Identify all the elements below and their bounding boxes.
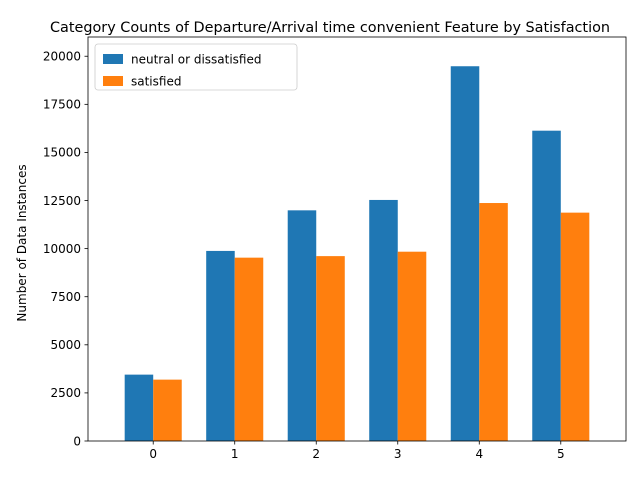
- plot-frame: [87, 36, 627, 442]
- bar-satisfied-3: [397, 251, 427, 441]
- bar-satisfied-4: [479, 203, 508, 441]
- y-tick-label: 5000: [50, 338, 81, 352]
- bar-neutral-or-dissatisfied-1: [206, 250, 235, 441]
- bar-neutral-or-dissatisfied-5: [532, 130, 561, 442]
- y-tick-label: 15000: [43, 146, 81, 160]
- bar-neutral-or-dissatisfied-0: [124, 374, 154, 441]
- x-tick-label: 3: [394, 447, 402, 461]
- x-tick-label: 2: [312, 447, 320, 461]
- bar-satisfied-0: [153, 379, 182, 441]
- legend: neutral or dissatisfied satisfied: [94, 43, 298, 91]
- bar-neutral-or-dissatisfied-4: [450, 66, 480, 441]
- x-tick-label: 1: [231, 447, 239, 461]
- legend-box: [94, 43, 298, 91]
- y-tick-label: 7500: [50, 290, 81, 304]
- y-tick-label: 12500: [43, 194, 81, 208]
- legend-swatch: [103, 76, 123, 86]
- chart-title: Category Counts of Departure/Arrival tim…: [50, 20, 610, 36]
- x-tick-label: 0: [149, 447, 157, 461]
- bar-satisfied-2: [316, 256, 345, 441]
- bar-neutral-or-dissatisfied-3: [369, 199, 398, 441]
- legend-swatch: [103, 54, 123, 64]
- bar-satisfied-5: [560, 212, 590, 441]
- x-tick-label: 4: [475, 447, 483, 461]
- y-tick-label: 0: [73, 434, 81, 448]
- x-tick-label: 5: [557, 447, 565, 461]
- bar-neutral-or-dissatisfied-2: [287, 210, 317, 441]
- y-tick-label: 2500: [50, 386, 81, 400]
- y-tick-label: 10000: [43, 242, 81, 256]
- legend-label: neutral or dissatisfied: [131, 53, 261, 67]
- y-tick-label: 17500: [43, 98, 81, 112]
- bar-satisfied-1: [234, 257, 264, 441]
- y-tick-label: 20000: [43, 50, 81, 64]
- y-axis-label: Number of Data Instances: [15, 164, 29, 321]
- legend-label: satisfied: [131, 75, 181, 89]
